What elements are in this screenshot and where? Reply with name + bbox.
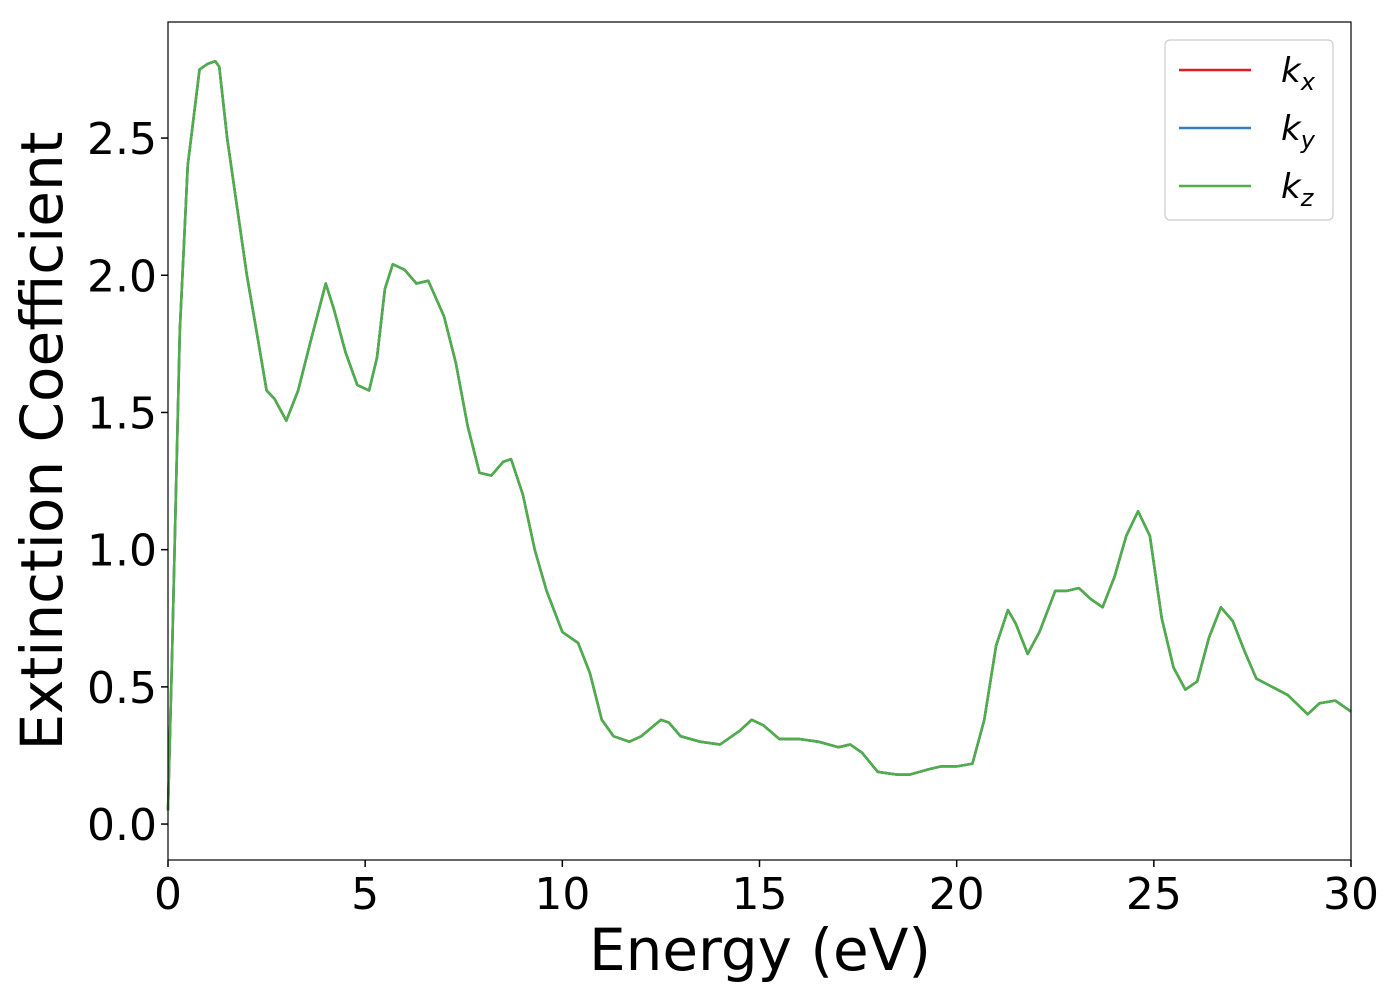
y-tick-label: 0.0 [87, 800, 157, 851]
plot-frame [167, 21, 1352, 861]
x-tick-label: 20 [929, 869, 985, 920]
legend-text: ky [1281, 109, 1316, 154]
legend-text: kx [1281, 51, 1316, 96]
legend-box [1164, 39, 1334, 221]
y-tick-label: 1.5 [87, 388, 157, 439]
x-tick-label: 15 [732, 869, 788, 920]
legend-text: kz [1281, 167, 1315, 212]
x-tick-label: 30 [1323, 869, 1379, 920]
y-axis-label: Extinction Coefficient [8, 132, 76, 751]
y-tick-label: 0.5 [87, 663, 157, 714]
y-tick-label: 1.0 [87, 526, 157, 577]
y-tick-label: 2.0 [87, 251, 157, 302]
x-tick-label: 25 [1126, 869, 1182, 920]
y-tick-label: 2.5 [87, 114, 157, 165]
x-tick-label: 5 [351, 869, 379, 920]
x-tick-label: 10 [534, 869, 590, 920]
x-tick-label: 0 [154, 869, 182, 920]
x-axis-label: Energy (eV) [589, 916, 931, 984]
data-line [166, 59, 1352, 811]
